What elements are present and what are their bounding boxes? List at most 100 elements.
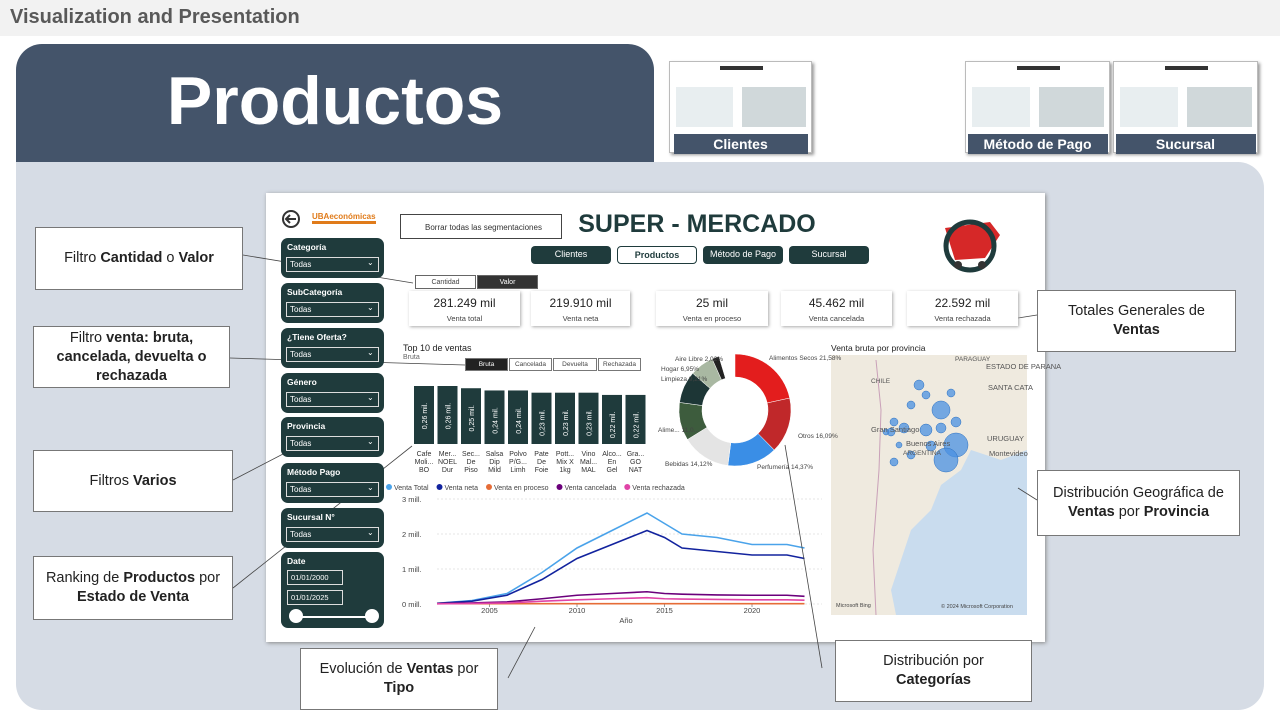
bar-value-label: 0,26 mil.: [422, 403, 429, 430]
slice-name: Limpieza: [661, 376, 688, 383]
thumbnail-chart: [1120, 87, 1178, 127]
date-label: Date: [287, 556, 306, 566]
map-bubble: [933, 447, 959, 473]
nav-button[interactable]: Sucursal: [789, 246, 869, 264]
legend-swatch: [436, 484, 443, 490]
callout-part: Ventas: [1067, 504, 1115, 520]
x-tick-label: 2015: [656, 606, 673, 615]
callout-text: Totales Generales de Ventas: [1046, 302, 1227, 340]
toggle-button[interactable]: Cantidad: [415, 275, 476, 289]
map-credit: Microsoft Bing: [836, 603, 871, 609]
bar: [531, 392, 552, 444]
y-tick-label: 2 mill.: [402, 530, 422, 539]
filter-value: Todas: [286, 302, 379, 317]
slider-handle[interactable]: [365, 609, 379, 623]
chart-subtitle: Bruta: [403, 354, 420, 361]
legend-label: Venta en proceso: [494, 485, 549, 492]
series-line: [436, 590, 805, 605]
bar-value-label: 0,23 mil.: [540, 409, 547, 436]
map-place: PARAGUAY: [955, 356, 991, 363]
slice-name: Alime...: [658, 427, 680, 434]
x-tick-label: Cafe Moli... BO: [414, 451, 434, 474]
filter-card[interactable]: ¿Tiene Oferta? Todas ⌄: [281, 328, 384, 368]
slider-handle[interactable]: [289, 609, 303, 623]
nav-button[interactable]: Productos: [617, 246, 697, 264]
slice-value: 16,09%: [815, 433, 838, 440]
filter-value: Todas: [286, 527, 379, 542]
nav-button[interactable]: Clientes: [531, 246, 611, 264]
legend-swatch: [486, 484, 492, 490]
banner-title: Productos: [166, 63, 504, 139]
tab-button[interactable]: Rechazada: [598, 358, 641, 371]
tab-button[interactable]: Bruta: [465, 358, 508, 371]
filter-value: Todas: [286, 482, 379, 497]
tab-button[interactable]: Devuelta: [553, 358, 597, 371]
slice-label: Bebidas 14,12%: [665, 461, 712, 469]
callout-text: Filtro venta: bruta, cancelada, devuelta…: [42, 329, 221, 386]
kpi-value: 219.910 mil: [549, 296, 612, 310]
thumbnail-bar: [720, 66, 763, 70]
header-bar: [0, 0, 1280, 36]
callout-part: Filtro: [64, 250, 101, 266]
connector: [1017, 314, 1038, 319]
filter-card[interactable]: Sucursal N° Todas ⌄: [281, 508, 384, 548]
filter-card[interactable]: Categoría Todas ⌄: [281, 238, 384, 278]
callout-text: Filtro Cantidad o Valor: [64, 249, 214, 268]
map-border: [872, 359, 882, 616]
y-tick-label: 3 mill.: [402, 495, 422, 504]
map-bubble: [919, 423, 933, 437]
toggle-button[interactable]: Valor: [477, 275, 538, 289]
bar-value-label: 0,22 mil.: [634, 412, 641, 439]
chevron: ⌄: [367, 483, 374, 492]
filter-card[interactable]: SubCategoría Todas ⌄: [281, 283, 384, 323]
nav-button[interactable]: Método de Pago: [703, 246, 783, 264]
callout-part: Estado de Venta: [76, 589, 189, 605]
kpi-card: 281.249 mil Venta total: [409, 291, 520, 326]
filter-value: Todas: [286, 347, 379, 362]
donut-slice: [711, 356, 726, 381]
clear-button[interactable]: Borrar todas las segmentaciones: [400, 214, 562, 239]
callout-part: Totales Generales de: [1067, 303, 1210, 319]
filter-label: Provincia: [287, 421, 326, 431]
map-bubble: [913, 379, 925, 391]
slice-label: Alimentos Secos 21,58%: [769, 355, 841, 363]
bar-value-label: 0,24 mil.: [493, 407, 500, 434]
kpi-value: 281.249 mil: [433, 296, 496, 310]
date-slider: [295, 616, 373, 618]
date-from: 01/01/2000: [287, 570, 343, 585]
slice-name: Bebidas: [665, 461, 689, 468]
callout: Filtro venta: bruta, cancelada, devuelta…: [33, 326, 230, 388]
bar: [461, 388, 481, 444]
kpi-label: Venta cancelada: [808, 314, 865, 323]
map-bubble: [950, 416, 962, 428]
callout-text: Distribución Geográfica de Ventas por Pr…: [1046, 484, 1231, 522]
thumbnail-chart: [1038, 87, 1104, 127]
bar-value-label: 0,23 mil.: [587, 409, 594, 436]
filter-card[interactable]: Método Pago Todas ⌄: [281, 463, 384, 503]
bar: [508, 390, 528, 444]
filter-card[interactable]: Género Todas ⌄: [281, 373, 384, 413]
slice-value: 9,21%: [688, 376, 708, 383]
legend-label: Venta rechazada: [632, 485, 685, 492]
callout-part: por: [453, 661, 483, 677]
callout-part: Cantidad: [100, 250, 163, 266]
kpi-value: 45.462 mil: [808, 296, 865, 310]
back-arrow: [282, 210, 300, 228]
bar: [484, 390, 505, 444]
map-bubble: [906, 450, 916, 460]
x-tick-label: Gra... GO NAT: [626, 451, 645, 474]
back-arrow: [284, 214, 296, 224]
series-line: [436, 596, 805, 605]
x-tick-label: Mer... NOEL Dur: [437, 451, 458, 474]
callout-part: por: [1114, 504, 1144, 520]
filter-card[interactable]: Provincia Todas ⌄: [281, 417, 384, 457]
tab-button[interactable]: Cancelada: [509, 358, 552, 371]
callout: Filtro Cantidad o Valor: [35, 227, 243, 290]
series-line: [436, 529, 805, 605]
callout: Totales Generales de Ventas: [1037, 290, 1236, 352]
dashboard-title: SUPER - MERCADO: [578, 210, 816, 238]
chevron: ⌄: [367, 348, 374, 357]
legend-swatch: [624, 484, 631, 490]
banner: [16, 44, 654, 162]
bar: [414, 386, 434, 444]
